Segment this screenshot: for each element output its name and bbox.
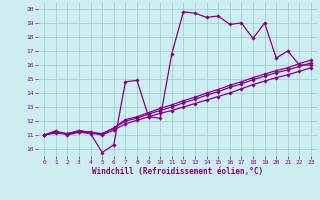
X-axis label: Windchill (Refroidissement éolien,°C): Windchill (Refroidissement éolien,°C)	[92, 167, 263, 176]
